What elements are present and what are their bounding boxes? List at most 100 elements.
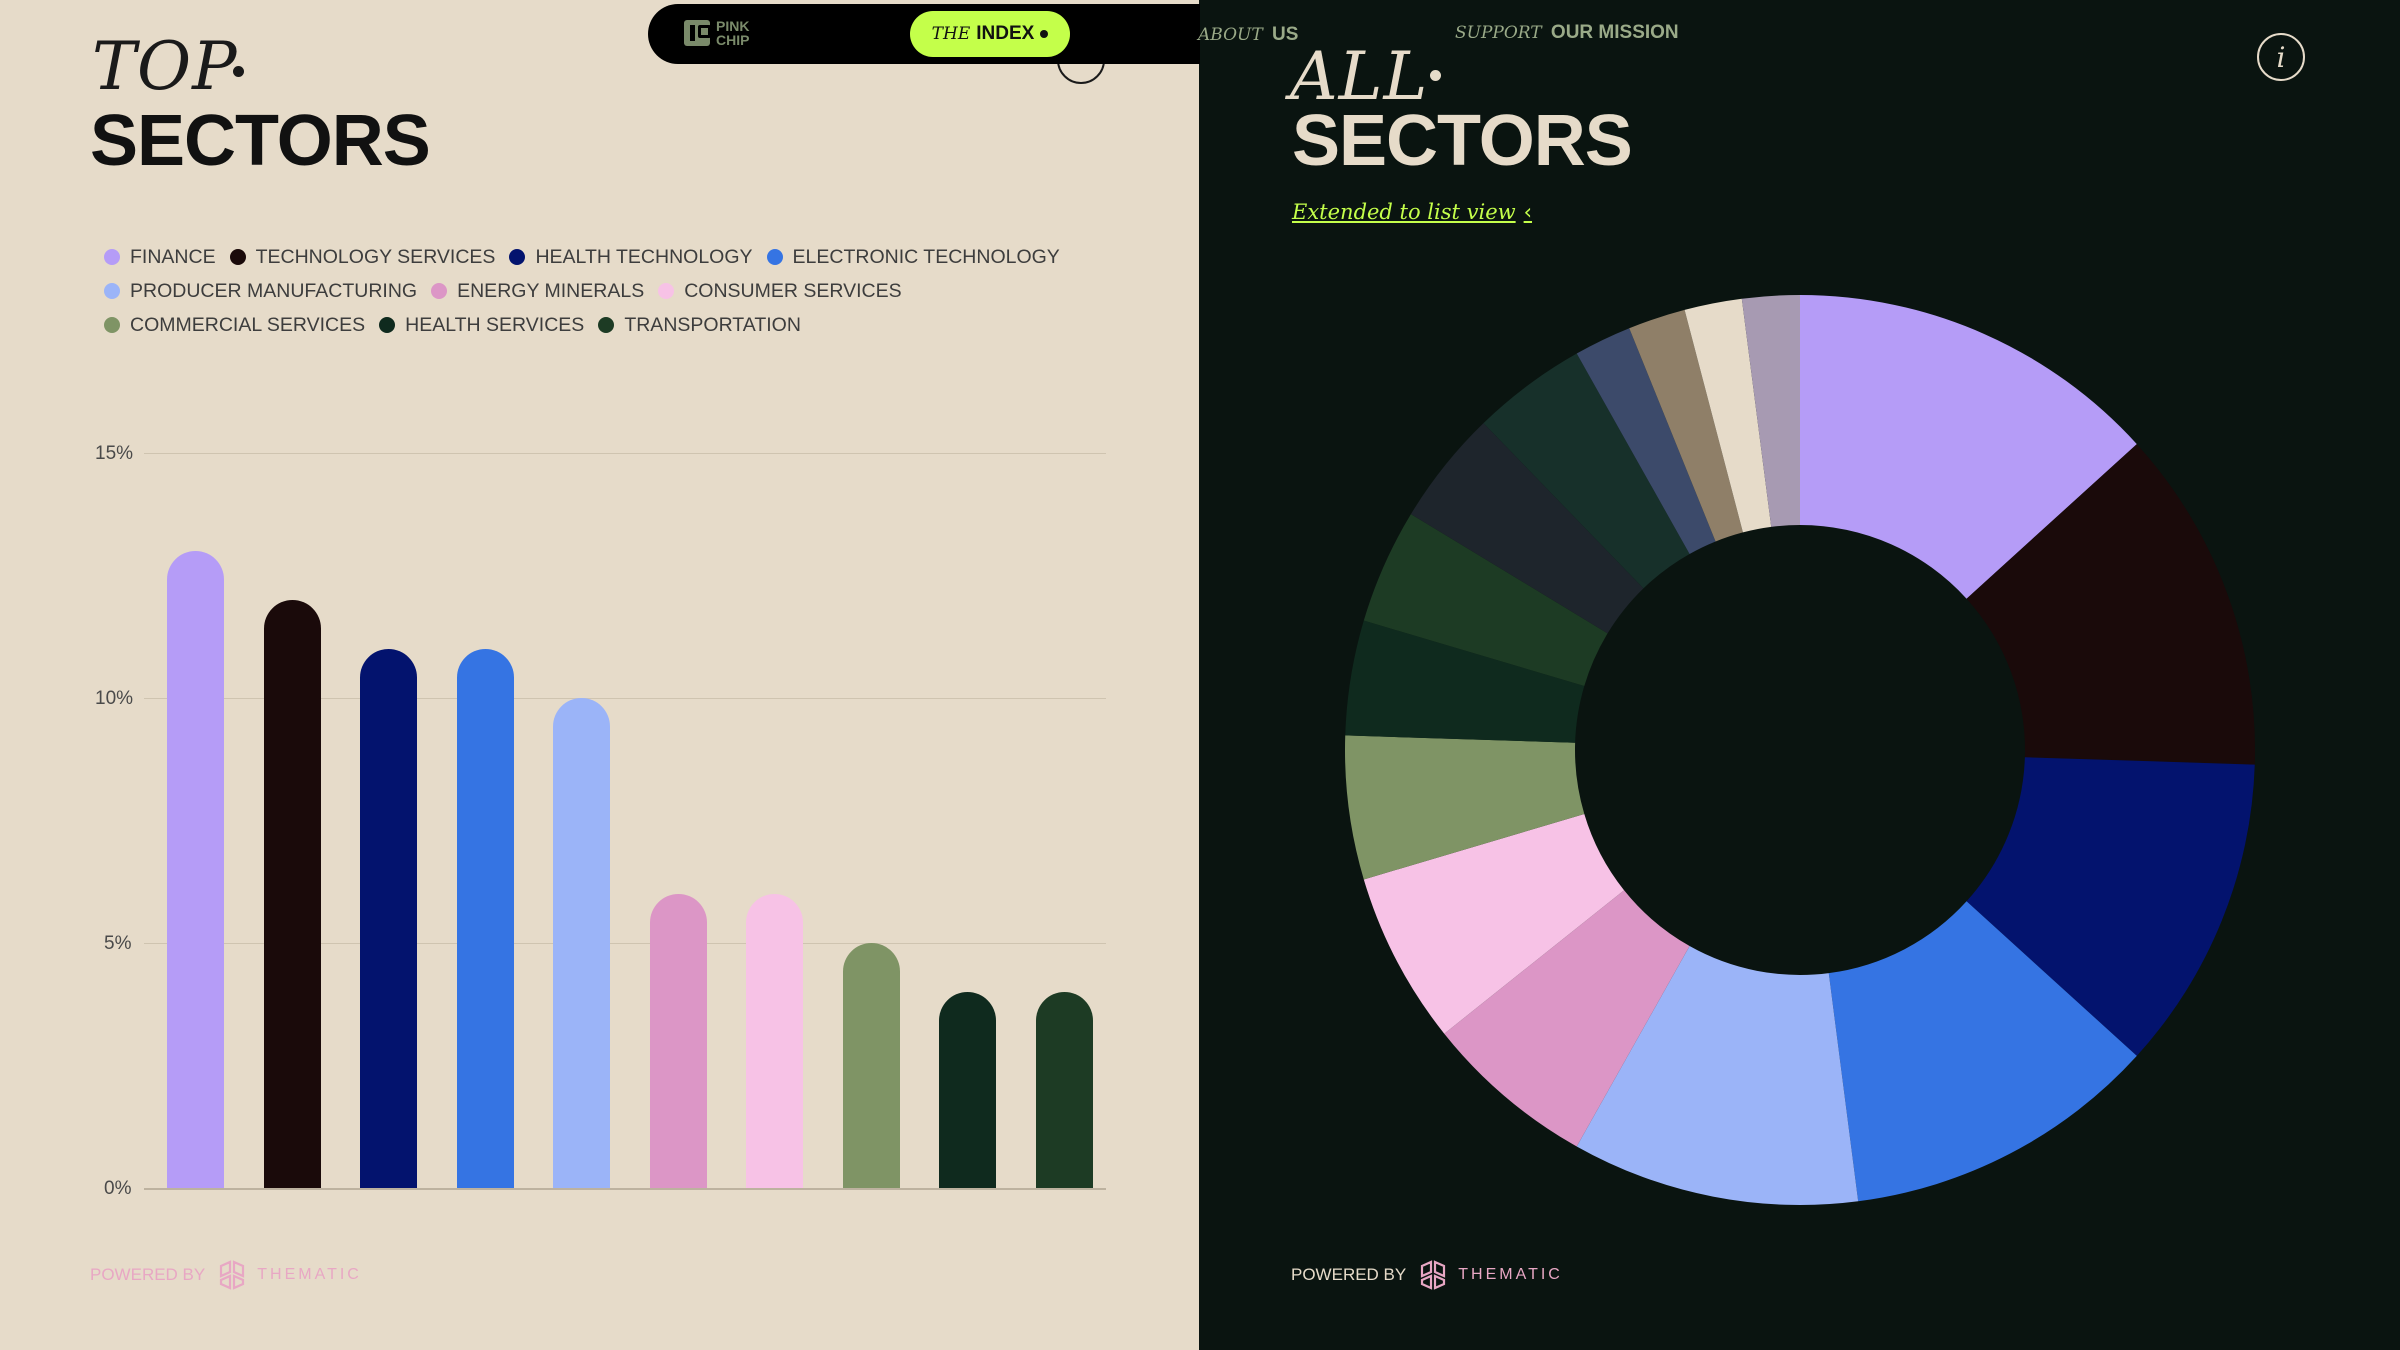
chevron-left-icon: ‹ <box>1523 200 1533 224</box>
gridline-10 <box>144 698 1106 699</box>
bar-electronic-technology[interactable] <box>456 649 514 1188</box>
bar-energy-minerals[interactable] <box>649 894 707 1188</box>
donut-slice[interactable] <box>1684 298 1772 533</box>
donut-slice[interactable] <box>1345 735 1585 880</box>
bar-chart-legend: FINANCE TECHNOLOGY SERVICES HEALTH TECHNOL… <box>104 240 1084 342</box>
donut-slice[interactable] <box>1966 757 2255 1056</box>
legend-label: HEALTH SERVICES <box>405 313 585 336</box>
donut-slice[interactable] <box>1444 890 1690 1147</box>
top-title-bold: SECTORS <box>90 101 431 181</box>
legend-row: COMMERCIAL SERVICES HEALTH SERVICES TRANSP… <box>104 308 1084 342</box>
nav-index-bold: INDEX <box>976 23 1035 44</box>
gridline-5 <box>144 943 1106 944</box>
bar-health-services[interactable] <box>939 992 996 1188</box>
all-title-dot <box>1430 70 1441 81</box>
legend-item[interactable]: ELECTRONIC TECHNOLOGY <box>766 245 1060 269</box>
extended-list-view-label: Extended to list view <box>1292 200 1516 224</box>
legend-dot <box>509 249 526 265</box>
thematic-logo-icon <box>1421 1260 1446 1290</box>
gridline-15 <box>144 453 1106 454</box>
bar-technology-services[interactable] <box>263 600 321 1188</box>
y-tick-label-0: 0% <box>104 1178 132 1199</box>
nav-index-italic: THE <box>931 24 971 44</box>
legend-item[interactable]: ENERGY MINERALS <box>431 280 644 303</box>
thematic-brand-label: THEMATIC <box>257 1266 362 1283</box>
legend-row: FINANCE TECHNOLOGY SERVICES HEALTH TECHNOL… <box>104 240 1084 274</box>
legend-item[interactable]: TECHNOLOGY SERVICES <box>229 245 496 269</box>
bar-health-technology[interactable] <box>360 649 417 1188</box>
all-title-bold: SECTORS <box>1292 101 1633 181</box>
donut-slice[interactable] <box>1800 295 2137 599</box>
powered-by-label-right: POWERED BY <box>1291 1265 1407 1284</box>
y-tick-label-15: 15% <box>95 443 134 464</box>
donut-slice[interactable] <box>1629 309 1743 542</box>
thematic-brand-label-right: THEMATIC <box>1458 1266 1563 1283</box>
legend-item[interactable]: COMMERCIAL SERVICES <box>104 314 365 337</box>
legend-dot <box>229 249 246 265</box>
y-tick-label-10: 10% <box>95 688 134 709</box>
extended-list-view-link[interactable]: Extended to list view ‹ <box>1292 200 1532 224</box>
legend-label: ENERGY MINERALS <box>457 279 645 302</box>
nav-support-italic: SUPPORT <box>1455 23 1542 43</box>
thematic-logo-icon <box>220 1260 245 1290</box>
bar-transportation[interactable] <box>1035 992 1093 1188</box>
donut-slice[interactable] <box>1345 620 1585 743</box>
powered-by-label: POWERED BY <box>90 1265 206 1284</box>
legend-label: FINANCE <box>130 245 216 268</box>
legend-item[interactable]: FINANCE <box>104 246 216 269</box>
nav-about-italic: ABOUT <box>1198 25 1263 45</box>
powered-by-thematic-right[interactable]: POWERED BY THEMATIC <box>1291 1260 1563 1290</box>
top-title-dot <box>233 66 244 77</box>
bar-consumer-services[interactable] <box>746 894 803 1188</box>
logo-text: PINK CHIP <box>716 19 776 47</box>
nav-about-us-link[interactable]: ABOUT US <box>1198 24 1298 46</box>
donut-slice[interactable] <box>1576 946 1859 1205</box>
legend-label: COMMERCIAL SERVICES <box>130 313 366 336</box>
top-nav-bar: PINK CHIP THE INDEX ABOUT US <box>648 4 1298 64</box>
legend-dot <box>658 283 675 299</box>
legend-dot <box>431 283 448 299</box>
pink-chip-logo-icon <box>684 20 711 46</box>
bar-commercial-services[interactable] <box>842 943 900 1188</box>
legend-label: TECHNOLOGY SERVICES <box>255 245 496 268</box>
all-title-italic: ALL <box>1290 38 1429 115</box>
logo-text-line-1: PINK <box>716 18 750 34</box>
legend-item[interactable]: HEALTH TECHNOLOGY <box>509 245 753 269</box>
legend-dot <box>598 317 615 333</box>
donut-slice[interactable] <box>1576 328 1716 554</box>
legend-item[interactable]: TRANSPORTATION <box>598 314 801 337</box>
top-title-italic: TOP <box>92 28 238 105</box>
legend-label: CONSUMER SERVICES <box>684 279 902 302</box>
legend-item[interactable]: CONSUMER SERVICES <box>658 279 902 303</box>
legend-label: PRODUCER MANUFACTURING <box>130 279 418 302</box>
legend-item[interactable]: HEALTH SERVICES <box>379 314 584 337</box>
donut-slice[interactable] <box>1483 353 1690 589</box>
donut-slice[interactable] <box>1828 901 2137 1202</box>
legend-label: HEALTH TECHNOLOGY <box>535 245 753 268</box>
legend-dot <box>104 283 120 299</box>
donut-slice[interactable] <box>1363 514 1608 686</box>
legend-dot <box>104 317 120 333</box>
donut-slice[interactable] <box>1741 295 1800 527</box>
info-icon[interactable]: i <box>2257 33 2305 81</box>
legend-dot <box>766 249 783 265</box>
nav-about-bold: US <box>1271 24 1299 45</box>
nav-the-index-button[interactable]: THE INDEX <box>910 11 1070 57</box>
donut-slice[interactable] <box>1363 814 1625 1034</box>
nav-support-link[interactable]: SUPPORT OUR MISSION <box>1455 22 1679 44</box>
bar-finance[interactable] <box>167 551 224 1188</box>
legend-item[interactable]: PRODUCER MANUFACTURING <box>104 280 417 303</box>
pink-chip-logo[interactable]: PINK CHIP <box>684 19 776 47</box>
nav-support-bold: OUR MISSION <box>1550 22 1679 43</box>
donut-chart <box>1345 295 2255 1205</box>
bar-producer-manufacturing[interactable] <box>553 698 610 1188</box>
legend-dot <box>104 249 120 265</box>
y-tick-label-5: 5% <box>104 933 132 954</box>
legend-label: ELECTRONIC TECHNOLOGY <box>792 245 1060 268</box>
logo-text-line-2: CHIP <box>716 32 750 48</box>
top-sectors-panel: TOP SECTORS FINANCE TECHNOLOGY SERVICES HE… <box>0 0 1199 1350</box>
donut-slice[interactable] <box>1966 444 2255 765</box>
powered-by-thematic[interactable]: POWERED BY THEMATIC <box>90 1260 362 1290</box>
donut-slice[interactable] <box>1410 423 1644 634</box>
chart-baseline <box>144 1188 1106 1190</box>
